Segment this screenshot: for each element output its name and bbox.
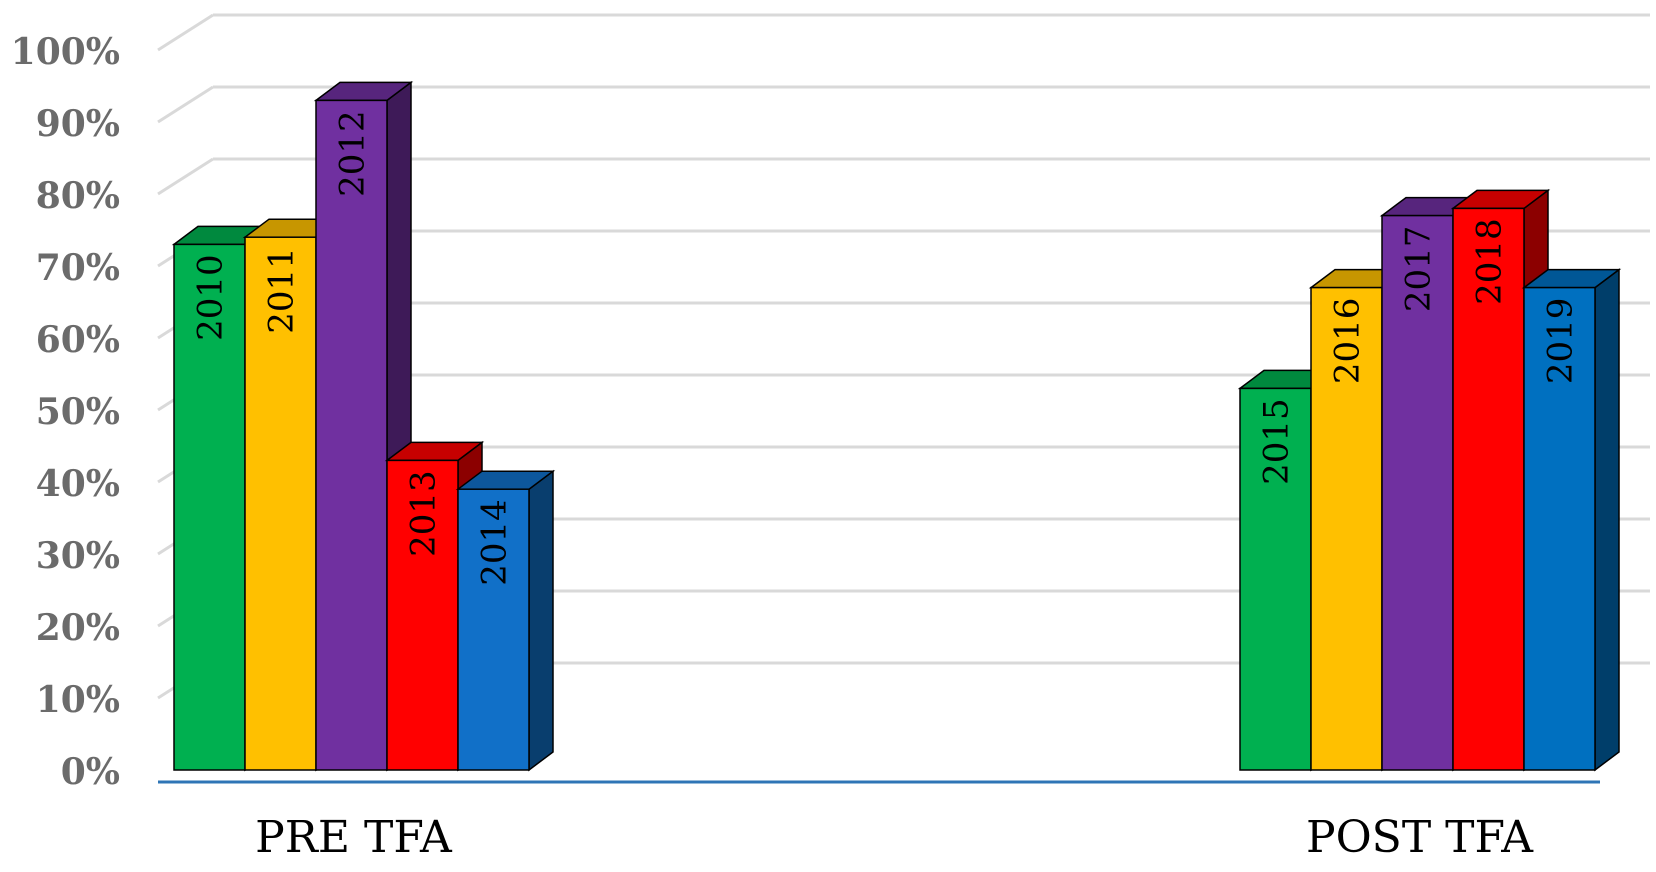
y-tick-label: 0% <box>61 751 120 793</box>
bar-label-2014: 2014 <box>475 499 515 586</box>
bar-label-2015: 2015 <box>1257 398 1297 485</box>
bar-label-2019: 2019 <box>1541 298 1581 385</box>
y-tick-label: 50% <box>36 391 120 433</box>
bar-front-2010 <box>173 243 246 771</box>
bar-front-2016 <box>1310 286 1383 771</box>
bar-label-2016: 2016 <box>1328 298 1368 385</box>
bar-label-2018: 2018 <box>1470 218 1510 305</box>
bar-front-2014 <box>457 488 530 771</box>
bar-front-2019 <box>1523 286 1596 771</box>
bar-2014: 2014 <box>455 469 556 772</box>
y-tick-label: 30% <box>36 535 120 577</box>
y-axis-ticks: 0% 10% 20% 30% 40% 50% 60% 70% 80% 90% 100% <box>11 31 120 793</box>
bar-front-2013 <box>386 459 459 771</box>
bar-group-1: 2015 2016 2017 2018 2019 POST TFA <box>1237 188 1622 863</box>
bar-front-2017 <box>1381 214 1454 771</box>
y-tick-label: 20% <box>36 607 120 649</box>
y-tick-label: 70% <box>36 247 120 289</box>
bar-side-2019 <box>1594 268 1620 772</box>
y-tick-label: 10% <box>36 679 120 721</box>
bar-front-2012 <box>315 99 388 771</box>
bar-2019: 2019 <box>1521 268 1622 772</box>
y-tick-label: 80% <box>36 175 120 217</box>
bar-label-2010: 2010 <box>191 254 231 341</box>
y-tick-label: 40% <box>36 463 120 505</box>
bar-label-2011: 2011 <box>262 247 302 334</box>
bar-side-2014 <box>528 469 554 772</box>
gridline-diagonal <box>157 85 214 124</box>
y-tick-label: 90% <box>36 103 120 145</box>
bar-front-2011 <box>244 236 317 771</box>
bar-front-2018 <box>1452 207 1525 771</box>
category-label: POST TFA <box>1306 812 1534 863</box>
y-tick-label: 100% <box>11 31 120 73</box>
bar-group-0: 2010 2011 2012 2013 2014 PRE TFA <box>171 80 556 863</box>
bar-label-2013: 2013 <box>404 470 444 557</box>
y-tick-label: 60% <box>36 319 120 361</box>
bar-label-2017: 2017 <box>1399 226 1439 313</box>
bar-label-2012: 2012 <box>333 110 373 197</box>
gridline-diagonal <box>157 157 214 196</box>
category-label: PRE TFA <box>255 812 453 863</box>
gridline-diagonal <box>157 13 214 52</box>
